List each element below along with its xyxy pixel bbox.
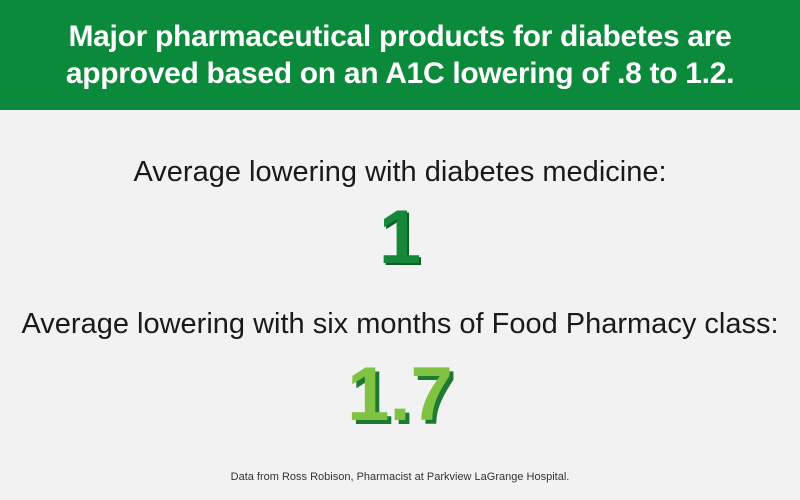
stat-label: Average lowering with six months of Food… (21, 308, 779, 340)
stat-label: Average lowering with diabetes medicine: (133, 156, 667, 188)
stat-value: 1.7 (347, 352, 453, 437)
header-banner: Major pharmaceutical products for diabet… (0, 0, 800, 110)
source-note: Data from Ross Robison, Pharmacist at Pa… (230, 471, 570, 483)
stat-value: 1 (378, 195, 422, 280)
title: Major pharmaceutical products for diabet… (65, 20, 735, 90)
